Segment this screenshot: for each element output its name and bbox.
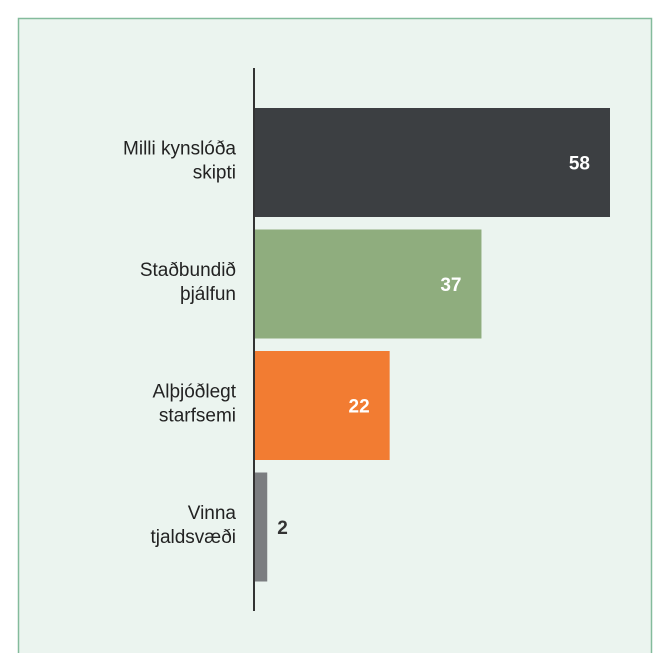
bar xyxy=(255,351,390,460)
value-label: 58 xyxy=(569,154,590,175)
value-label: 22 xyxy=(349,397,370,418)
category-label: Milli kynslóða xyxy=(123,139,236,160)
bar xyxy=(255,229,482,339)
value-label: 2 xyxy=(277,518,288,539)
bar xyxy=(255,108,610,217)
category-label: skipti xyxy=(193,163,236,184)
category-label: tjaldsvæði xyxy=(150,527,236,548)
category-label: Alþjóðlegt xyxy=(153,382,237,403)
category-label: þjálfun xyxy=(180,284,236,305)
bar xyxy=(255,472,268,582)
category-label: starfsemi xyxy=(159,406,236,427)
value-label: 37 xyxy=(440,275,461,296)
category-label: Vinna xyxy=(188,503,237,524)
category-label: Staðbundið xyxy=(140,260,236,281)
